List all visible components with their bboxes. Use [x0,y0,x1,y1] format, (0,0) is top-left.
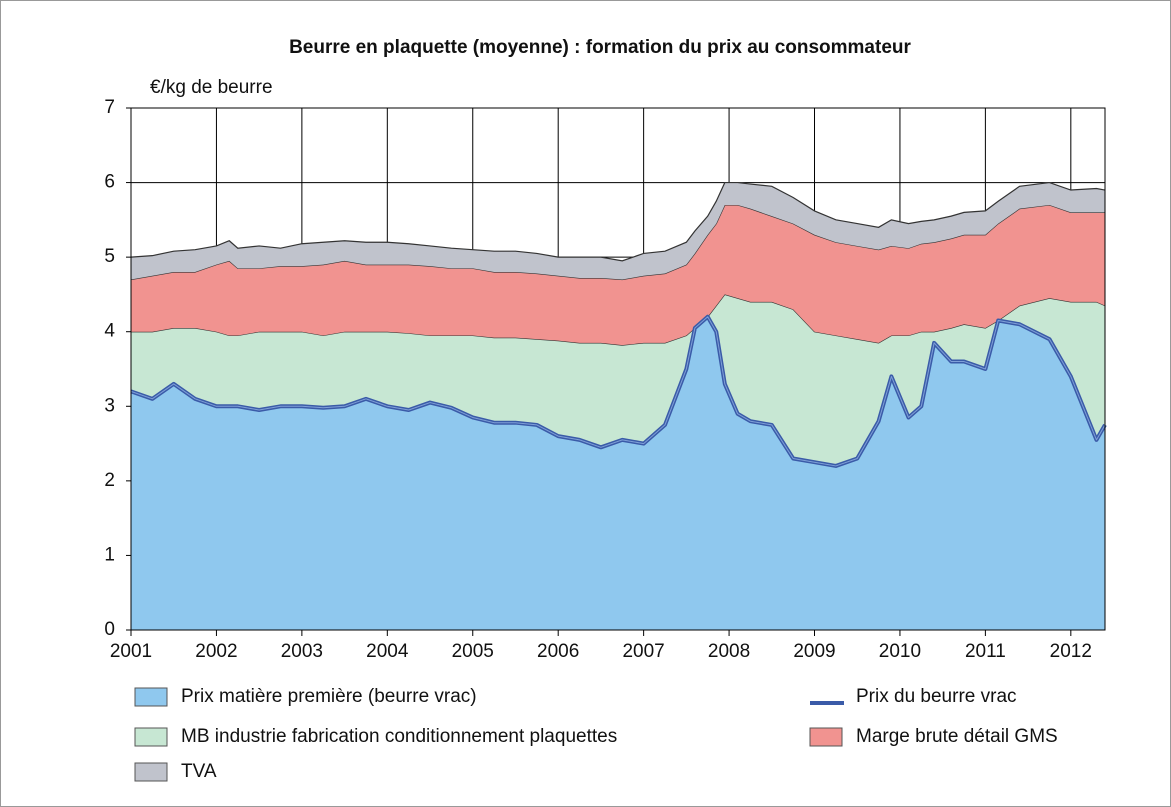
lines [130,314,1107,468]
area [131,316,1105,630]
legend-label: MB industrie fabrication conditionnement… [181,726,617,747]
area [131,294,1105,466]
x-tick-label: 2007 [622,641,664,662]
y-tick-label: 6 [104,172,115,193]
legend-swatch [134,762,168,782]
y-tick-label: 2 [104,470,115,491]
area [131,182,1105,280]
legend-swatch [809,727,843,747]
y-tick-label: 0 [104,619,115,640]
plot-frame [130,107,1106,631]
line-highlight [130,316,1106,467]
y-tick-label: 5 [104,246,115,267]
legend-label: Prix du beurre vrac [856,686,1017,707]
y-tick-label: 4 [104,321,115,342]
chart-title: Beurre en plaquette (moyenne) : formatio… [289,37,911,58]
x-tick-label: 2003 [281,641,323,662]
x-tick-label: 2012 [1050,641,1092,662]
x-tick-label: 2002 [195,641,237,662]
x-tick-label: 2010 [879,641,921,662]
legend-label: Marge brute détail GMS [856,726,1058,747]
legend-swatch [134,687,168,707]
x-tick-label: 2004 [366,641,409,662]
axes: 0 1 2 3 4 5 6 7 2001 2002 2003 2004 2005 2006 2007 2008… [104,97,1106,662]
x-tick-label: 2005 [452,641,494,662]
legend: Prix matière première (beurre vrac) MB in… [134,686,1058,782]
y-tick-label: 7 [104,97,115,118]
areas [130,181,1106,630]
legend-swatch [134,727,168,747]
x-tick-label: 2001 [110,641,152,662]
x-tick-label: 2006 [537,641,579,662]
area-edge [130,181,1106,262]
y-axis-label: €/kg de beurre [150,77,273,98]
area [131,204,1105,346]
legend-label: Prix matière première (beurre vrac) [181,686,477,707]
y-tick-label: 3 [104,395,115,416]
x-tick-label: 2009 [793,641,835,662]
legend-label: TVA [181,761,217,782]
x-tick-label: 2008 [708,641,750,662]
y-tick-label: 1 [104,544,115,565]
x-tick-label: 2011 [965,641,1006,662]
